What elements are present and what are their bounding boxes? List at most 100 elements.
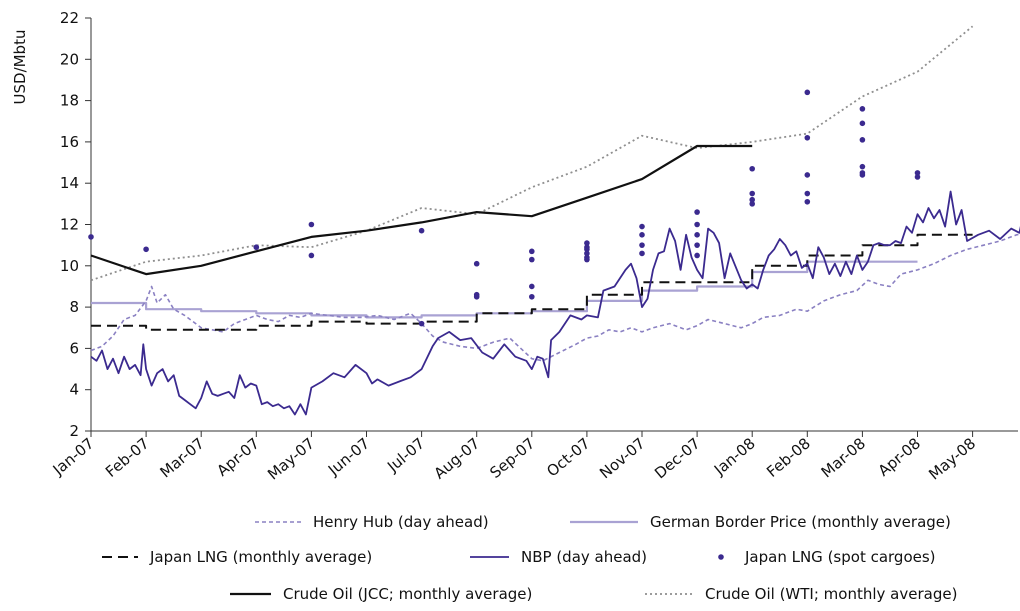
series-line: [90, 190, 1020, 416]
x-tick-label: Jul-07: [383, 434, 428, 476]
data-point: [308, 252, 315, 259]
x-tick-label: Nov-07: [596, 434, 648, 482]
data-point: [749, 196, 755, 203]
x-tick-label: Feb-08: [763, 434, 814, 481]
data-point: [859, 137, 866, 143]
legend-item: Crude Oil (WTI; monthly average): [645, 585, 957, 603]
legend: Henry Hub (day ahead) German Border Price…: [102, 513, 957, 603]
legend-label: NBP (day ahead): [521, 548, 647, 566]
data-point: [749, 165, 755, 172]
legend-label: Crude Oil (JCC; monthly average): [283, 585, 532, 603]
data-point: [694, 221, 700, 228]
data-point: [694, 232, 700, 238]
data-point: [253, 244, 260, 251]
y-tick-label: 6: [69, 339, 79, 357]
data-point: [308, 221, 315, 228]
y-tick-label: 18: [60, 92, 79, 110]
data-point: [584, 246, 590, 253]
data-point: [694, 252, 700, 259]
legend-label: Japan LNG (spot cargoes): [744, 548, 936, 566]
legend-item: Japan LNG (spot cargoes): [718, 548, 936, 566]
data-point: [804, 190, 811, 197]
legend-label: Japan LNG (monthly average): [149, 548, 372, 566]
data-point: [914, 170, 921, 176]
data-point: [418, 320, 425, 327]
y-tick-label: 22: [60, 9, 79, 27]
data-point: [749, 190, 755, 197]
data-point: [473, 293, 480, 300]
data-point: [859, 120, 866, 127]
y-tick-label: 10: [60, 257, 79, 275]
series-3: [90, 190, 1020, 416]
x-tick-label: Apr-08: [875, 434, 924, 480]
data-point: [584, 250, 590, 257]
legend-item: German Border Price (monthly average): [570, 513, 951, 531]
legend-item: NBP (day ahead): [470, 548, 647, 566]
x-tick-label: Aug-07: [430, 434, 483, 482]
x-tick-label: Feb-07: [102, 434, 153, 481]
data-point: [473, 260, 480, 267]
series-line: [90, 25, 974, 282]
legend-label: German Border Price (monthly average): [650, 513, 951, 531]
data-point: [804, 172, 811, 178]
x-tick-label: May-07: [264, 434, 318, 483]
y-tick-label: 8: [69, 298, 79, 316]
data-point: [804, 198, 811, 205]
y-tick-label: 14: [60, 174, 79, 192]
data-point: [584, 240, 590, 246]
x-tick-label: Mar-07: [156, 434, 207, 481]
y-tick-label: 4: [69, 381, 79, 399]
data-point: [859, 106, 866, 112]
data-point: [639, 250, 645, 257]
data-point: [639, 242, 645, 248]
legend-label: Crude Oil (WTI; monthly average): [705, 585, 957, 603]
data-point: [88, 234, 94, 240]
legend-item: Japan LNG (monthly average): [102, 548, 372, 566]
y-tick-label: 12: [60, 216, 79, 234]
series-1: [91, 260, 918, 319]
legend-label: Henry Hub (day ahead): [313, 513, 489, 531]
x-tick-label: Oct-07: [543, 434, 593, 480]
x-tick-label: Jan-07: [49, 434, 98, 479]
data-point: [584, 256, 590, 263]
data-point: [529, 283, 535, 290]
x-tick-label: May-08: [925, 434, 979, 483]
data-point: [804, 89, 811, 96]
series-layer: [88, 25, 1020, 416]
x-tick-label: Jun-07: [324, 434, 373, 479]
y-tick-label: 2: [69, 422, 79, 440]
y-axis-label: USD/Mbtu: [11, 30, 29, 105]
x-tick-label: Apr-07: [213, 434, 262, 480]
data-point: [749, 201, 755, 207]
series-line: [90, 144, 753, 276]
data-point: [694, 242, 700, 248]
data-point: [529, 256, 535, 263]
y-tick-label: 20: [60, 50, 79, 68]
x-tick-label: Jan-08: [710, 434, 759, 479]
legend-item: Crude Oil (JCC; monthly average): [230, 585, 532, 603]
x-tick-label: Dec-07: [651, 434, 704, 482]
legend-marker: [718, 554, 724, 560]
legend-item: Henry Hub (day ahead): [255, 513, 489, 531]
y-tick-label: 16: [60, 133, 79, 151]
series-line: [90, 233, 1020, 362]
x-tick-label: Mar-08: [818, 434, 869, 481]
data-point: [804, 134, 811, 141]
data-point: [143, 246, 149, 253]
series-6: [90, 25, 974, 282]
data-point: [529, 248, 535, 255]
data-point: [859, 163, 866, 170]
data-point: [529, 293, 535, 300]
series-line: [91, 260, 918, 319]
data-point: [694, 209, 700, 215]
data-point: [639, 232, 645, 238]
series-4: [88, 89, 921, 327]
data-point: [639, 223, 645, 230]
data-point: [418, 227, 425, 234]
series-0: [90, 233, 1020, 362]
data-point: [914, 174, 921, 180]
x-tick-label: Sep-07: [486, 434, 538, 482]
series-5: [90, 144, 753, 276]
data-point: [859, 172, 866, 178]
